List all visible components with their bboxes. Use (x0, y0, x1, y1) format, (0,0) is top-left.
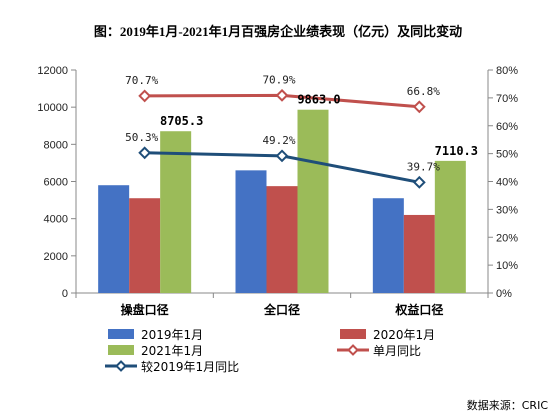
y-left-tick-label: 12000 (37, 65, 68, 77)
line-point-marker (138, 146, 152, 160)
line-data-label: 49.2% (262, 134, 295, 147)
y-right-tick-label: 10% (496, 260, 518, 272)
line-data-label: 39.7% (407, 160, 440, 173)
y-right-tick-label: 70% (496, 93, 518, 105)
bar (235, 170, 267, 293)
line-data-label: 70.7% (125, 74, 158, 87)
bar (297, 109, 329, 293)
y-left-tick-label: 8000 (44, 139, 68, 151)
bar (129, 198, 161, 293)
legend-marker (347, 344, 359, 356)
legend-marker (115, 360, 127, 372)
bar (266, 186, 298, 293)
line-point-marker (412, 175, 426, 189)
y-right-tick-label: 40% (496, 177, 518, 189)
y-right-tick-label: 20% (496, 232, 518, 244)
bar (372, 198, 404, 293)
legend-swatch (340, 329, 366, 339)
x-tick-label: 操盘口径 (121, 302, 169, 317)
y-left-tick-label: 0 (62, 288, 68, 300)
bar (434, 160, 466, 293)
line-point-marker (138, 89, 152, 103)
bar-data-label: 8705.3 (160, 114, 203, 128)
bar (403, 214, 435, 293)
legend-label: 2020年1月 (373, 328, 435, 342)
legend-label: 较2019年1月同比 (141, 359, 239, 374)
axes: 0 2000 4000 6000 8000 10000 12000 0% 10% 20% 30% 40… (37, 65, 518, 317)
lines (138, 88, 426, 189)
bar (160, 131, 192, 293)
legend-swatch (108, 329, 134, 339)
line-point-marker (275, 88, 289, 102)
y-right-tick-label: 80% (496, 65, 518, 77)
y-left-tick-label: 6000 (44, 177, 68, 189)
line-data-label: 66.8% (407, 85, 440, 98)
y-right-tick-label: 60% (496, 121, 518, 133)
legend-swatch (108, 345, 134, 355)
bars (98, 109, 466, 293)
x-tick-label: 权益口径 (394, 302, 443, 317)
source-note: 数据来源：CRIC (467, 398, 549, 412)
legend-label: 2021年1月 (141, 344, 203, 358)
y-right-tick-label: 0% (496, 288, 512, 300)
bar (98, 185, 130, 293)
x-tick-label: 全口径 (263, 302, 300, 317)
y-right-tick-label: 30% (496, 204, 518, 216)
chart-title: 图：2019年1月-2021年1月百强房企业绩表现（亿元）及同比变动 (94, 24, 462, 39)
y-left-tick-label: 4000 (44, 214, 68, 226)
legend-label: 2019年1月 (141, 328, 203, 342)
y-left-tick-label: 2000 (44, 251, 68, 263)
data-labels: 8705.3 9863.0 7110.3 70.7% 70.9% 66.8% 50.3% 49… (125, 73, 478, 173)
line-data-label: 50.3% (125, 131, 158, 144)
line-data-label: 70.9% (262, 73, 295, 86)
line-point-marker (412, 100, 426, 114)
bar-data-label: 7110.3 (435, 144, 478, 158)
legend-label: 单月同比 (373, 344, 421, 358)
y-right-tick-label: 50% (496, 149, 518, 161)
y-left-tick-label: 10000 (37, 102, 68, 114)
bar-data-label: 9863.0 (297, 93, 340, 107)
line-point-marker (275, 149, 289, 163)
